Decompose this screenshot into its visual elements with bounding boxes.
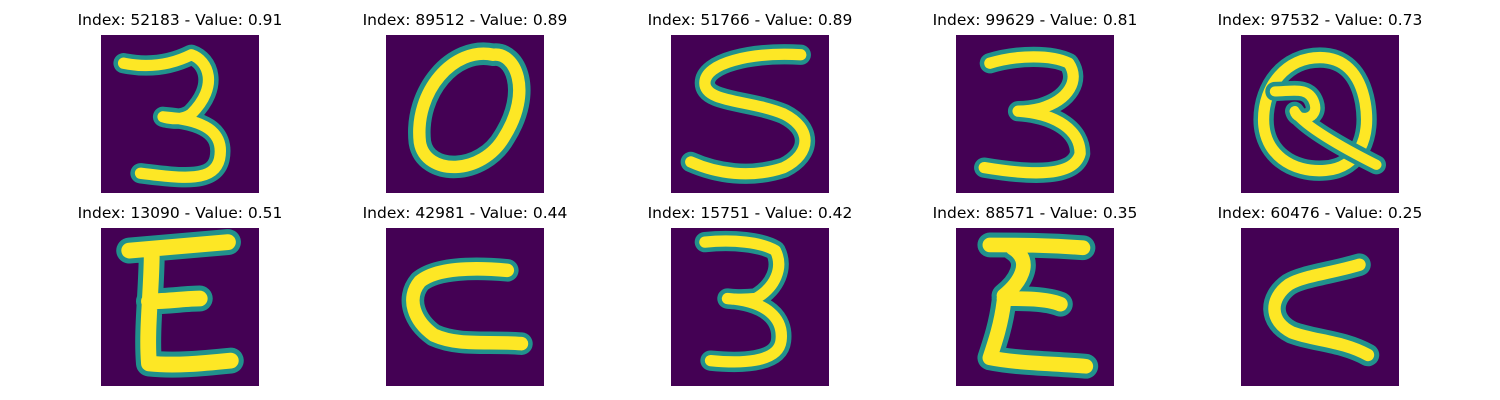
handwritten-character-image — [956, 35, 1114, 193]
panel-title: Index: 42981 - Value: 0.44 — [362, 204, 568, 222]
handwritten-character-image — [956, 228, 1114, 386]
sample-panel: Index: 89512 - Value: 0.89 — [355, 10, 575, 200]
panel-title: Index: 89512 - Value: 0.89 — [362, 11, 568, 29]
panel-title: Index: 52183 - Value: 0.91 — [77, 11, 283, 29]
handwritten-character-image — [386, 228, 544, 386]
sample-panel: Index: 97532 - Value: 0.73 — [1210, 10, 1430, 200]
sample-panel: Index: 42981 - Value: 0.44 — [355, 203, 575, 393]
panel-title: Index: 51766 - Value: 0.89 — [647, 11, 853, 29]
sample-panel: Index: 15751 - Value: 0.42 — [640, 203, 860, 393]
handwritten-character-image — [101, 228, 259, 386]
sample-panel: Index: 88571 - Value: 0.35 — [925, 203, 1145, 393]
sample-panel: Index: 52183 - Value: 0.91 — [70, 10, 290, 200]
sample-panel: Index: 99629 - Value: 0.81 — [925, 10, 1145, 200]
sample-panel: Index: 60476 - Value: 0.25 — [1210, 203, 1430, 393]
panel-title: Index: 13090 - Value: 0.51 — [77, 204, 283, 222]
sample-panel: Index: 13090 - Value: 0.51 — [70, 203, 290, 393]
handwritten-character-image — [1241, 228, 1399, 386]
panel-title: Index: 15751 - Value: 0.42 — [647, 204, 853, 222]
handwritten-character-image — [671, 228, 829, 386]
sample-panel: Index: 51766 - Value: 0.89 — [640, 10, 860, 200]
handwritten-character-image — [671, 35, 829, 193]
handwritten-character-image — [1241, 35, 1399, 193]
handwritten-character-image — [386, 35, 544, 193]
panel-title: Index: 97532 - Value: 0.73 — [1217, 11, 1423, 29]
panel-title: Index: 88571 - Value: 0.35 — [932, 204, 1138, 222]
panel-title: Index: 60476 - Value: 0.25 — [1217, 204, 1423, 222]
handwritten-character-image — [101, 35, 259, 193]
panel-title: Index: 99629 - Value: 0.81 — [932, 11, 1138, 29]
